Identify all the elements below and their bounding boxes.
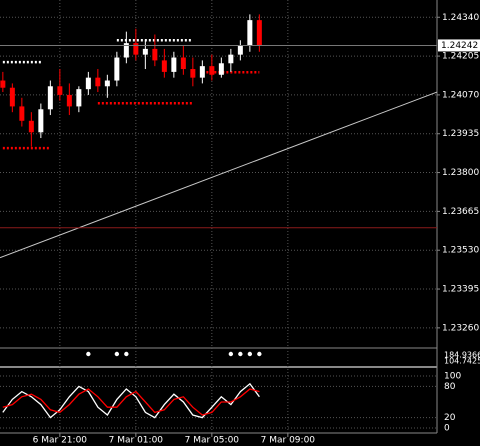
y-tick-label: 1.23530 <box>442 246 479 256</box>
candle-body <box>161 60 167 72</box>
candle-body <box>104 80 110 87</box>
y-tick-label: 100 <box>444 372 461 382</box>
dot-marker <box>124 351 129 357</box>
candle-body <box>228 54 234 64</box>
x-tick-label: 7 Mar 09:00 <box>261 436 316 446</box>
y-tick-label: 1.24205 <box>442 52 479 62</box>
y-tick-label: 1.23800 <box>442 168 479 178</box>
candle-body <box>47 86 53 110</box>
dot-marker <box>86 351 91 357</box>
candle-body <box>180 57 186 70</box>
candle-body <box>199 66 205 78</box>
x-tick-label: 7 Mar 01:00 <box>109 436 164 446</box>
x-tick-label: 7 Mar 05:00 <box>185 436 240 446</box>
candle-body <box>9 87 15 107</box>
candle-body <box>171 57 177 72</box>
trendline <box>0 91 438 259</box>
candle-body <box>190 69 196 78</box>
candle-body <box>133 43 139 55</box>
candle-body <box>95 77 101 87</box>
candle-body <box>123 43 129 58</box>
candle-body <box>38 109 44 133</box>
stochastic-line <box>2 382 260 419</box>
y-tick-label: 1.23260 <box>442 323 479 333</box>
dot-marker <box>114 351 120 357</box>
candle-body <box>237 46 243 55</box>
candle-body <box>218 63 224 75</box>
y-tick-label: 1.23665 <box>442 207 479 217</box>
candle-body <box>152 48 158 61</box>
x-tick-label: 6 Mar 21:00 <box>33 436 88 446</box>
y-tick-label: 1.23935 <box>442 129 479 139</box>
stochastic-line <box>2 388 260 416</box>
dot-marker <box>238 351 243 357</box>
indicator-label: 104.7425 <box>444 357 480 366</box>
dot-marker <box>228 351 234 357</box>
candle-body <box>114 57 120 81</box>
candle-body <box>247 20 253 47</box>
candle-body <box>85 77 91 90</box>
candle-body <box>142 48 148 55</box>
y-tick-label: 80 <box>444 382 456 392</box>
candle-body <box>28 120 34 133</box>
current-price-label: 1.24242 <box>441 41 478 51</box>
candle-body <box>256 20 262 46</box>
candle-body <box>57 86 63 95</box>
y-tick-label: 1.23395 <box>442 285 479 295</box>
dot-marker <box>257 351 262 357</box>
y-tick-label: 20 <box>444 413 456 423</box>
dot-marker <box>247 351 253 357</box>
candle-body <box>0 80 6 88</box>
candle-body <box>66 94 72 107</box>
y-tick-label: 1.24070 <box>442 90 479 100</box>
candle-body <box>76 89 82 107</box>
candle-body <box>19 106 25 121</box>
y-tick-label: 1.24340 <box>442 13 479 23</box>
current-price-box <box>438 39 480 52</box>
candle-body <box>209 66 215 75</box>
y-tick-label: 0 <box>444 424 450 434</box>
indicator-label: 184.9366 <box>444 351 480 360</box>
